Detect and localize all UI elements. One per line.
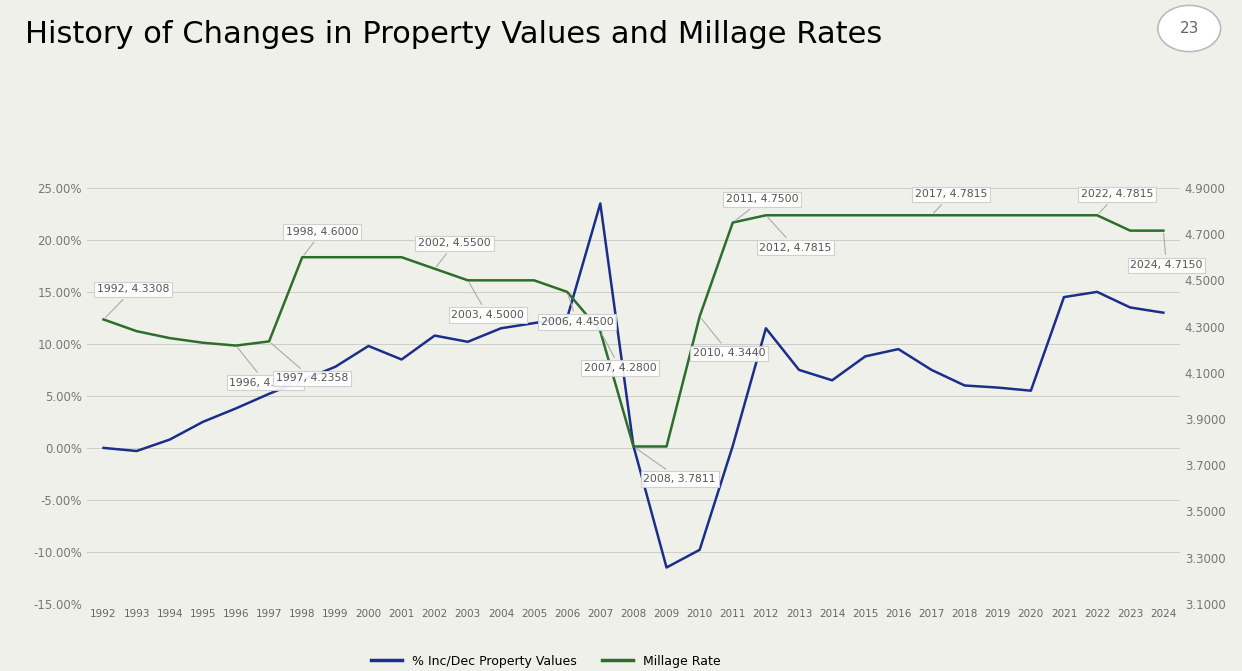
- Circle shape: [1158, 5, 1221, 52]
- Text: 1997, 4.2358: 1997, 4.2358: [271, 343, 348, 383]
- Text: 2012, 4.7815: 2012, 4.7815: [759, 217, 832, 252]
- Text: 2022, 4.7815: 2022, 4.7815: [1081, 189, 1153, 213]
- Legend: % Inc/Dec Property Values, Millage Rate: % Inc/Dec Property Values, Millage Rate: [366, 650, 725, 671]
- Text: 1992, 4.3308: 1992, 4.3308: [97, 285, 169, 317]
- Text: 2003, 4.5000: 2003, 4.5000: [451, 282, 524, 320]
- Text: 23: 23: [1180, 21, 1199, 36]
- Text: History of Changes in Property Values and Millage Rates: History of Changes in Property Values an…: [25, 20, 882, 49]
- Text: 2011, 4.7500: 2011, 4.7500: [727, 195, 799, 221]
- Text: 2024, 4.7150: 2024, 4.7150: [1130, 234, 1202, 270]
- Text: 2010, 4.3440: 2010, 4.3440: [693, 319, 765, 358]
- Text: 2008, 3.7811: 2008, 3.7811: [636, 448, 715, 484]
- Text: 2017, 4.7815: 2017, 4.7815: [915, 189, 987, 213]
- Text: 1996, 4.2177: 1996, 4.2177: [230, 348, 302, 388]
- Text: 2002, 4.5500: 2002, 4.5500: [419, 238, 491, 266]
- Text: 2006, 4.4500: 2006, 4.4500: [540, 295, 614, 327]
- Text: 2007, 4.2800: 2007, 4.2800: [584, 333, 657, 373]
- Text: 1998, 4.6000: 1998, 4.6000: [286, 227, 358, 255]
